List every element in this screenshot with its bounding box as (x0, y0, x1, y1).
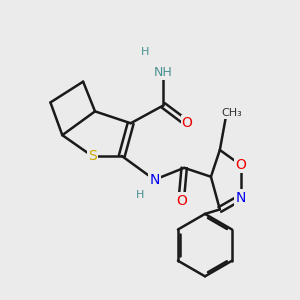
Text: H: H (141, 47, 150, 57)
Text: O: O (235, 158, 246, 172)
Text: NH: NH (154, 66, 173, 79)
Text: CH₃: CH₃ (221, 108, 242, 118)
Text: O: O (182, 116, 193, 130)
Text: S: S (88, 149, 96, 163)
Text: N: N (149, 173, 160, 187)
Text: H: H (135, 190, 144, 200)
Text: O: O (176, 194, 187, 208)
Text: N: N (236, 190, 246, 205)
